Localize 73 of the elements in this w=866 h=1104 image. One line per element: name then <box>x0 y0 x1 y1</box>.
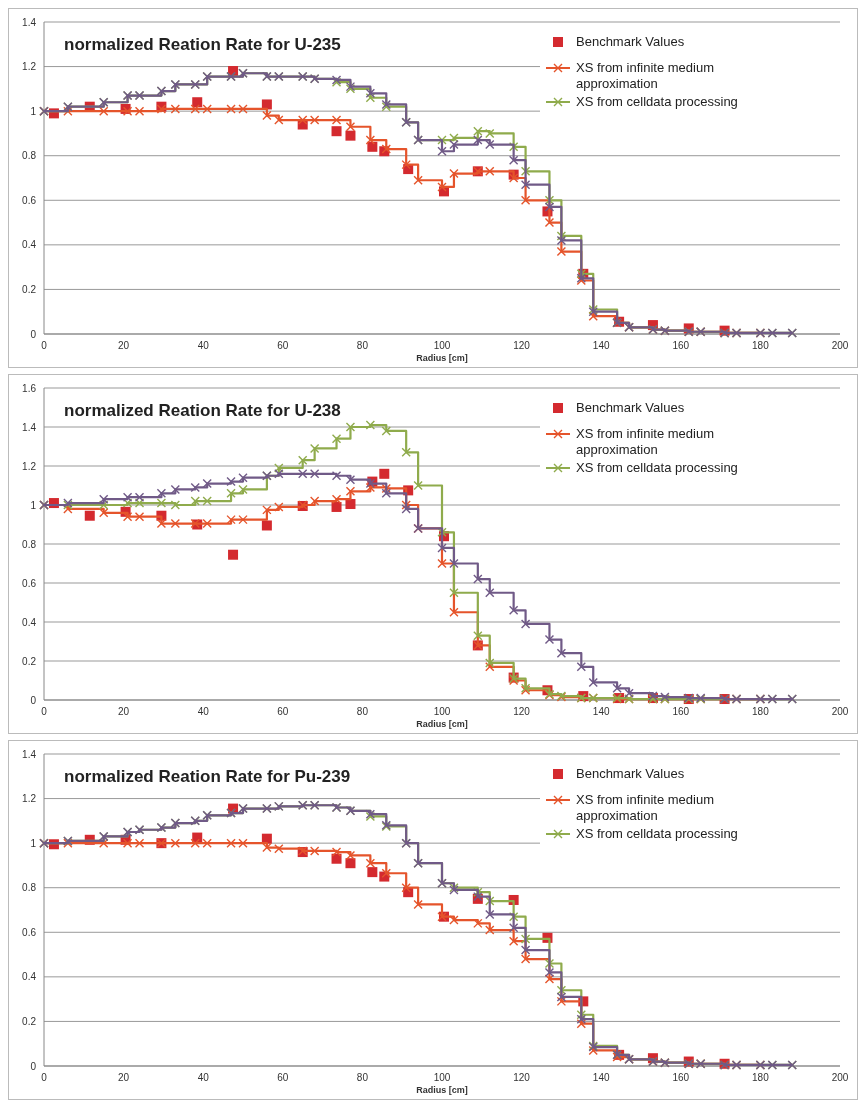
x-tick-label: 0 <box>41 1072 48 1083</box>
legend-label: XS from celldata processing <box>576 94 738 109</box>
legend-label: Benchmark Values <box>576 34 685 49</box>
y-tick-label: 1.4 <box>22 748 37 760</box>
text: normalized Reation Rate for U-235 <box>64 35 341 54</box>
x-tick-label: 180 <box>752 340 770 351</box>
x-tick-label: 60 <box>277 340 289 351</box>
legend-label: XS from celldata processing <box>576 460 738 475</box>
x-tick-label: 160 <box>672 1072 690 1083</box>
y-tick-label: 0.6 <box>22 577 37 589</box>
y-tick-label: 0.2 <box>22 655 37 667</box>
y-tick-label: 1.2 <box>22 460 37 472</box>
y-tick-label: 0 <box>30 1060 37 1072</box>
x-tick-label: 120 <box>513 1072 531 1083</box>
x-tick-label: 20 <box>118 706 130 717</box>
y-tick-label: 0 <box>30 328 37 340</box>
x-tick-label: 60 <box>277 706 289 717</box>
x-tick-label: 140 <box>592 340 610 351</box>
x-tick-label: 80 <box>356 340 369 351</box>
x-axis-title: Radius [cm] <box>416 1085 468 1095</box>
text: normalized Reation Rate for Pu-239 <box>64 767 351 786</box>
x-tick-label: 20 <box>118 340 130 351</box>
x-tick-label: 200 <box>831 706 849 717</box>
legend-label: XS from infinite medium approximation <box>576 792 714 823</box>
y-tick-label: 0.4 <box>22 239 37 251</box>
x-tick-label: 140 <box>592 706 610 717</box>
y-tick-label: 0.6 <box>22 194 37 206</box>
y-tick-label: 0.4 <box>22 971 37 983</box>
y-tick-label: 0.4 <box>22 616 37 628</box>
x-tick-label: 160 <box>672 706 690 717</box>
y-tick-label: 1.4 <box>22 421 37 433</box>
x-tick-label: 40 <box>197 340 210 351</box>
x-tick-label: 180 <box>752 706 770 717</box>
x-tick-label: 80 <box>356 706 369 717</box>
x-tick-label: 60 <box>277 1072 289 1083</box>
x-axis-title: Radius [cm] <box>416 353 468 363</box>
y-tick-label: 1.2 <box>22 61 37 73</box>
x-tick-label: 100 <box>433 706 451 717</box>
x-tick-label: 80 <box>356 1072 369 1083</box>
legend-label: Benchmark Values <box>576 400 685 415</box>
y-tick-label: 0 <box>30 694 37 706</box>
x-tick-label: 160 <box>672 340 690 351</box>
legend-label: XS from celldata processing <box>576 826 738 841</box>
y-tick-label: 0.8 <box>22 882 37 894</box>
y-tick-label: 0.6 <box>22 926 37 938</box>
y-tick-label: 0.8 <box>22 150 37 162</box>
x-tick-label: 180 <box>752 1072 770 1083</box>
y-tick-label: 1 <box>30 105 37 117</box>
y-tick-label: 1.4 <box>22 16 37 28</box>
x-tick-label: 140 <box>592 1072 610 1083</box>
x-tick-label: 40 <box>197 1072 210 1083</box>
legend-label: XS from infinite medium approximation <box>576 426 714 457</box>
x-tick-label: 0 <box>41 340 48 351</box>
x-tick-label: 100 <box>433 340 451 351</box>
x-tick-label: 120 <box>513 706 531 717</box>
y-tick-label: 0.2 <box>22 1015 37 1027</box>
x-tick-label: 120 <box>513 340 531 351</box>
x-tick-label: 200 <box>831 340 849 351</box>
y-tick-label: 1 <box>30 837 37 849</box>
x-tick-label: 200 <box>831 1072 849 1083</box>
x-tick-label: 100 <box>433 1072 451 1083</box>
text: normalized Reation Rate for U-238 <box>64 401 341 420</box>
legend-label: Benchmark Values <box>576 766 685 781</box>
x-axis-title: Radius [cm] <box>416 719 468 729</box>
x-tick-label: 20 <box>118 1072 130 1083</box>
legend-label: XS from infinite medium approximation <box>576 60 714 91</box>
y-tick-label: 1 <box>30 499 37 511</box>
y-tick-label: 0.2 <box>22 283 37 295</box>
y-tick-label: 0.8 <box>22 538 37 550</box>
y-tick-label: 1.2 <box>22 793 37 805</box>
x-tick-label: 40 <box>197 706 210 717</box>
x-tick-label: 0 <box>41 706 48 717</box>
y-tick-label: 1.6 <box>22 382 37 394</box>
